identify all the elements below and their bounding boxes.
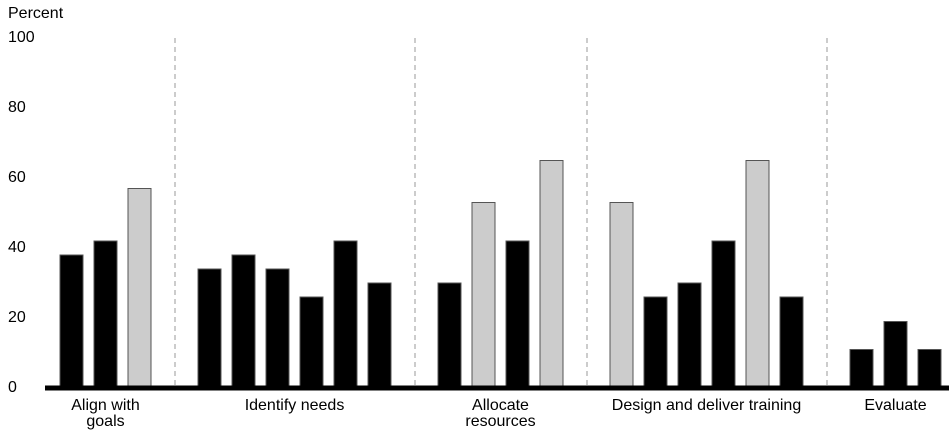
bar <box>505 240 530 389</box>
bar <box>883 321 908 389</box>
category-label: Identify needs <box>244 397 345 414</box>
bar <box>197 268 222 389</box>
category-label: Design and deliver training <box>611 397 802 414</box>
bar <box>127 188 152 389</box>
bar <box>93 240 118 389</box>
bar <box>59 254 84 389</box>
bar <box>609 202 634 389</box>
bar <box>539 160 564 389</box>
bar <box>471 202 496 389</box>
bar <box>677 282 702 389</box>
bar <box>299 296 324 389</box>
bar <box>265 268 290 389</box>
bar <box>367 282 392 389</box>
category-label: Evaluate <box>864 397 927 414</box>
bar <box>849 349 874 389</box>
y-tick-label: 80 <box>8 99 26 116</box>
y-tick-label: 20 <box>8 309 26 326</box>
category-label: Align with goals <box>71 397 140 430</box>
y-tick-label: 60 <box>8 169 26 186</box>
bar <box>333 240 358 389</box>
bar <box>231 254 256 389</box>
bar <box>745 160 770 389</box>
y-tick-label: 0 <box>8 379 17 396</box>
bar <box>917 349 942 389</box>
bar <box>779 296 804 389</box>
bar <box>437 282 462 389</box>
y-tick-label: 40 <box>8 239 26 256</box>
y-tick-label: 100 <box>8 29 35 46</box>
category-label: Allocate resources <box>465 397 536 430</box>
bar <box>711 240 736 389</box>
bar <box>643 296 668 389</box>
y-axis-label: Percent <box>8 5 64 22</box>
